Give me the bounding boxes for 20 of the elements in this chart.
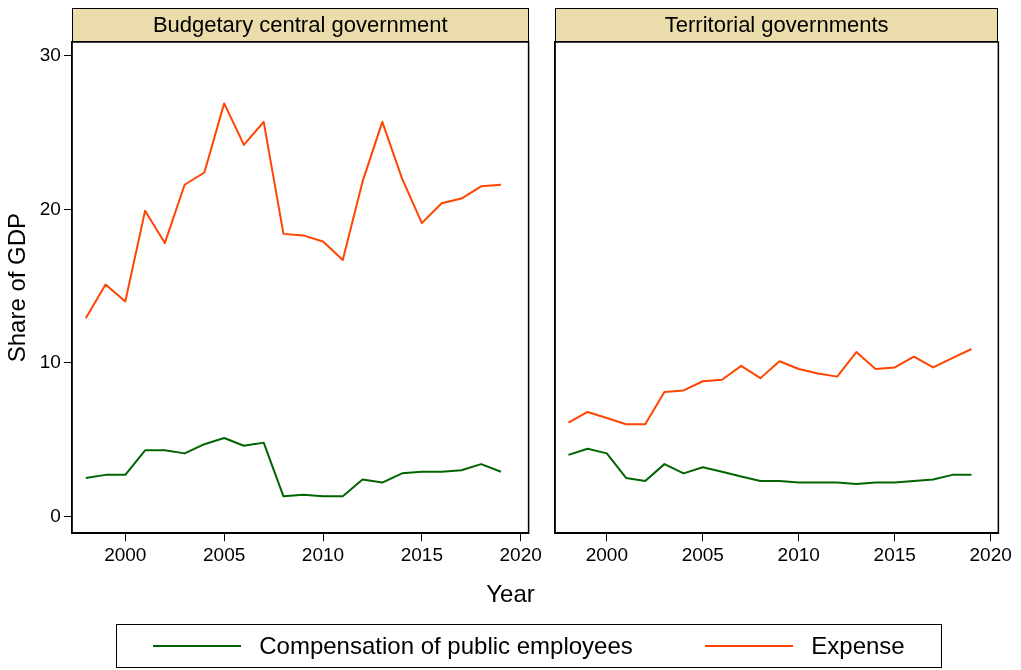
- y-tick-label: 10: [39, 351, 61, 373]
- y-tick-label: 20: [39, 197, 61, 219]
- x-tick-label: 2015: [873, 543, 916, 565]
- y-axis-title: Share of GDP: [3, 212, 31, 363]
- x-tick-label: 2010: [301, 543, 345, 565]
- x-tick-label: 2005: [203, 543, 246, 565]
- y-tick-label: 0: [50, 504, 61, 526]
- legend-label: Compensation of public employees: [258, 632, 633, 660]
- legend-label: Expense: [810, 632, 905, 660]
- x-tick-label: 2020: [969, 543, 1012, 565]
- x-tick-label: 2000: [104, 543, 147, 565]
- x-axis-title: Year: [485, 580, 536, 608]
- x-tick-label: 2015: [400, 543, 443, 565]
- chart-title: Territorial governments: [555, 8, 999, 42]
- y-tick-label: 30: [39, 44, 61, 66]
- x-tick-label: 2000: [585, 543, 628, 565]
- x-tick-label: 2020: [499, 543, 542, 565]
- chart-title: Budgetary central government: [71, 8, 529, 42]
- x-tick-label: 2010: [777, 543, 820, 565]
- x-tick-label: 2005: [681, 543, 724, 565]
